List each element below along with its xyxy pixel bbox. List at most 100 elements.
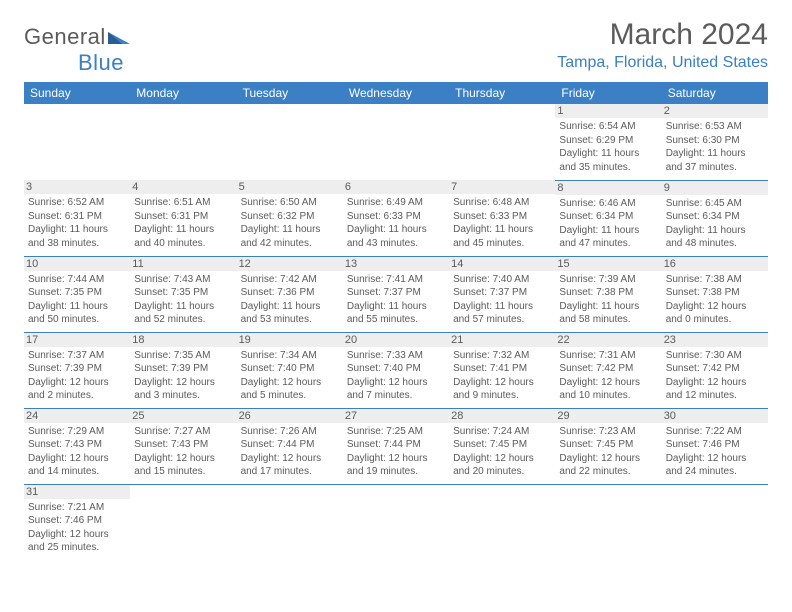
cell-line-d1: Daylight: 12 hours <box>241 452 339 466</box>
cell-line-ss: Sunset: 7:41 PM <box>453 362 551 376</box>
day-number: 22 <box>555 333 661 347</box>
day-number: 2 <box>662 104 768 118</box>
cell-line-d1: Daylight: 12 hours <box>28 528 126 542</box>
cell-line-sr: Sunrise: 7:29 AM <box>28 425 126 439</box>
cell-line-d2: and 10 minutes. <box>559 389 657 403</box>
calendar-header: SundayMondayTuesdayWednesdayThursdayFrid… <box>24 82 768 104</box>
cell-line-d2: and 57 minutes. <box>453 313 551 327</box>
cell-line-ss: Sunset: 7:38 PM <box>559 286 657 300</box>
cell-line-ss: Sunset: 6:33 PM <box>453 210 551 224</box>
month-title: March 2024 <box>557 18 768 52</box>
cell-line-d2: and 50 minutes. <box>28 313 126 327</box>
logo-word1: General <box>24 24 106 49</box>
day-number: 23 <box>662 333 768 347</box>
weekday-header: Wednesday <box>343 82 449 104</box>
calendar-cell <box>237 104 343 180</box>
day-number: 15 <box>555 257 661 271</box>
weekday-header: Saturday <box>662 82 768 104</box>
cell-line-d2: and 2 minutes. <box>28 389 126 403</box>
cell-line-ss: Sunset: 7:39 PM <box>28 362 126 376</box>
calendar-cell <box>555 484 661 560</box>
calendar-cell: 21 Sunrise: 7:32 AMSunset: 7:41 PMDayligh… <box>449 332 555 408</box>
day-number: 11 <box>130 257 236 271</box>
calendar-cell: 30Sunrise: 7:22 AMSunset: 7:46 PMDayligh… <box>662 408 768 484</box>
calendar-cell: 31Sunrise: 7:21 AMSunset: 7:46 PMDayligh… <box>24 484 130 560</box>
calendar-cell: 19Sunrise: 7:34 AMSunset: 7:40 PMDayligh… <box>237 332 343 408</box>
day-number: 27 <box>343 409 449 423</box>
cell-line-ss: Sunset: 7:45 PM <box>453 438 551 452</box>
logo-text: General Blue <box>24 24 130 75</box>
cell-line-d1: Daylight: 11 hours <box>134 223 232 237</box>
day-number: 14 <box>449 257 555 271</box>
cell-line-ss: Sunset: 7:37 PM <box>453 286 551 300</box>
cell-line-ss: Sunset: 7:44 PM <box>347 438 445 452</box>
cell-line-d1: Daylight: 11 hours <box>453 223 551 237</box>
day-number: 8 <box>555 181 661 195</box>
cell-line-d1: Daylight: 12 hours <box>28 376 126 390</box>
cell-line-sr: Sunrise: 7:26 AM <box>241 425 339 439</box>
cell-line-d2: and 14 minutes. <box>28 465 126 479</box>
cell-line-d2: and 7 minutes. <box>347 389 445 403</box>
day-number: 21 <box>449 333 555 347</box>
cell-line-ss: Sunset: 7:45 PM <box>559 438 657 452</box>
cell-line-sr: Sunrise: 7:32 AM <box>453 349 551 363</box>
cell-line-d1: Daylight: 12 hours <box>347 452 445 466</box>
cell-line-ss: Sunset: 7:35 PM <box>134 286 232 300</box>
cell-line-ss: Sunset: 7:44 PM <box>241 438 339 452</box>
cell-line-d1: Daylight: 12 hours <box>453 376 551 390</box>
day-number: 5 <box>237 180 343 194</box>
cell-line-sr: Sunrise: 7:35 AM <box>134 349 232 363</box>
cell-line-sr: Sunrise: 7:21 AM <box>28 501 126 515</box>
calendar-cell: 15Sunrise: 7:39 AMSunset: 7:38 PMDayligh… <box>555 256 661 332</box>
cell-line-d2: and 47 minutes. <box>559 237 657 251</box>
cell-line-d1: Daylight: 11 hours <box>241 223 339 237</box>
day-number: 4 <box>130 180 236 194</box>
calendar-cell: 4Sunrise: 6:51 AMSunset: 6:31 PMDaylight… <box>130 180 236 256</box>
calendar-cell: 10Sunrise: 7:44 AMSunset: 7:35 PMDayligh… <box>24 256 130 332</box>
cell-line-d2: and 15 minutes. <box>134 465 232 479</box>
weekday-header: Monday <box>130 82 236 104</box>
cell-line-d1: Daylight: 11 hours <box>666 147 764 161</box>
cell-line-d1: Daylight: 11 hours <box>559 224 657 238</box>
cell-line-sr: Sunrise: 6:52 AM <box>28 196 126 210</box>
location: Tampa, Florida, United States <box>557 54 768 72</box>
cell-line-d1: Daylight: 11 hours <box>28 223 126 237</box>
cell-line-sr: Sunrise: 6:50 AM <box>241 196 339 210</box>
cell-line-d2: and 22 minutes. <box>559 465 657 479</box>
calendar-cell: 14Sunrise: 7:40 AMSunset: 7:37 PMDayligh… <box>449 256 555 332</box>
cell-line-ss: Sunset: 6:30 PM <box>666 134 764 148</box>
calendar-row: 10Sunrise: 7:44 AMSunset: 7:35 PMDayligh… <box>24 256 768 332</box>
calendar-cell <box>449 104 555 180</box>
cell-line-d2: and 52 minutes. <box>134 313 232 327</box>
weekday-header: Thursday <box>449 82 555 104</box>
calendar-cell <box>24 104 130 180</box>
cell-line-sr: Sunrise: 7:41 AM <box>347 273 445 287</box>
cell-line-d2: and 35 minutes. <box>559 161 657 175</box>
cell-line-d2: and 45 minutes. <box>453 237 551 251</box>
cell-line-sr: Sunrise: 7:27 AM <box>134 425 232 439</box>
day-number: 12 <box>237 257 343 271</box>
weekday-header: Friday <box>555 82 661 104</box>
calendar-row: 24Sunrise: 7:29 AMSunset: 7:43 PMDayligh… <box>24 408 768 484</box>
calendar-cell: 1Sunrise: 6:54 AMSunset: 6:29 PMDaylight… <box>555 104 661 180</box>
title-block: March 2024 Tampa, Florida, United States <box>557 18 768 72</box>
cell-line-d1: Daylight: 11 hours <box>28 300 126 314</box>
calendar-cell: 6Sunrise: 6:49 AMSunset: 6:33 PMDaylight… <box>343 180 449 256</box>
cell-line-sr: Sunrise: 7:44 AM <box>28 273 126 287</box>
cell-line-d1: Daylight: 11 hours <box>241 300 339 314</box>
calendar-cell: 7Sunrise: 6:48 AMSunset: 6:33 PMDaylight… <box>449 180 555 256</box>
cell-line-sr: Sunrise: 6:45 AM <box>666 197 764 211</box>
cell-line-d1: Daylight: 11 hours <box>559 147 657 161</box>
calendar-cell: 3Sunrise: 6:52 AMSunset: 6:31 PMDaylight… <box>24 180 130 256</box>
calendar-cell <box>449 484 555 560</box>
cell-line-sr: Sunrise: 6:48 AM <box>453 196 551 210</box>
cell-line-sr: Sunrise: 7:31 AM <box>559 349 657 363</box>
cell-line-sr: Sunrise: 7:23 AM <box>559 425 657 439</box>
calendar-cell: 13Sunrise: 7:41 AMSunset: 7:37 PMDayligh… <box>343 256 449 332</box>
day-number: 3 <box>24 180 130 194</box>
cell-line-sr: Sunrise: 7:33 AM <box>347 349 445 363</box>
cell-line-d2: and 24 minutes. <box>666 465 764 479</box>
calendar-cell <box>343 484 449 560</box>
cell-line-sr: Sunrise: 7:38 AM <box>666 273 764 287</box>
cell-line-d1: Daylight: 12 hours <box>347 376 445 390</box>
